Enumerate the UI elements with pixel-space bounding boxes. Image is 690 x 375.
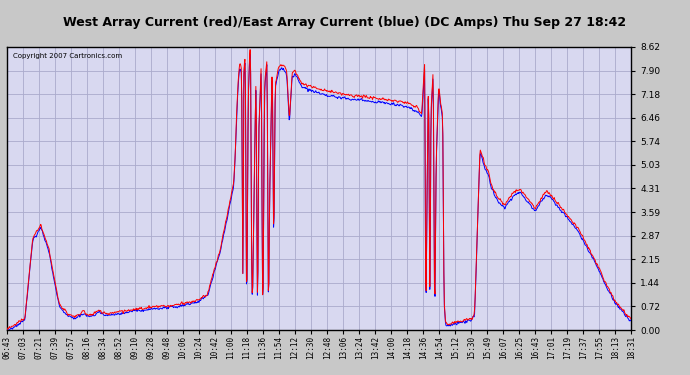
Text: Copyright 2007 Cartronics.com: Copyright 2007 Cartronics.com [13,53,122,58]
Text: West Array Current (red)/East Array Current (blue) (DC Amps) Thu Sep 27 18:42: West Array Current (red)/East Array Curr… [63,16,627,29]
